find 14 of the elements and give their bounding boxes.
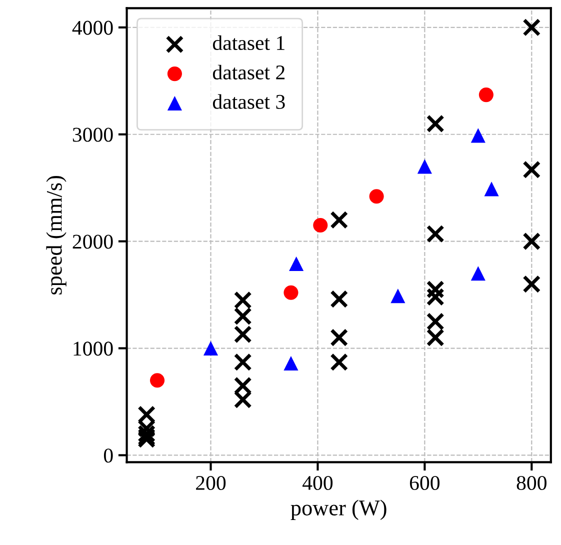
x-tick-label: 200 bbox=[196, 476, 226, 490]
legend-label: dataset 1 bbox=[212, 35, 284, 50]
y-axis-title: speed (mm/s) bbox=[46, 176, 66, 294]
y-tick-label: 0 bbox=[104, 448, 113, 463]
y-tick-label: 2000 bbox=[72, 234, 113, 249]
x-axis-title: power (W) bbox=[290, 500, 386, 520]
legend-label: dataset 3 bbox=[212, 94, 285, 109]
y-tick-label: 3000 bbox=[72, 128, 113, 142]
x-tick-label: 400 bbox=[302, 476, 333, 490]
x-tick-label: 800 bbox=[516, 476, 546, 490]
x-tick-label: 600 bbox=[410, 476, 440, 490]
y-tick-label: 1000 bbox=[74, 342, 113, 356]
y-tick-label: 4000 bbox=[72, 20, 113, 35]
legend-label: dataset 2 bbox=[212, 64, 285, 80]
